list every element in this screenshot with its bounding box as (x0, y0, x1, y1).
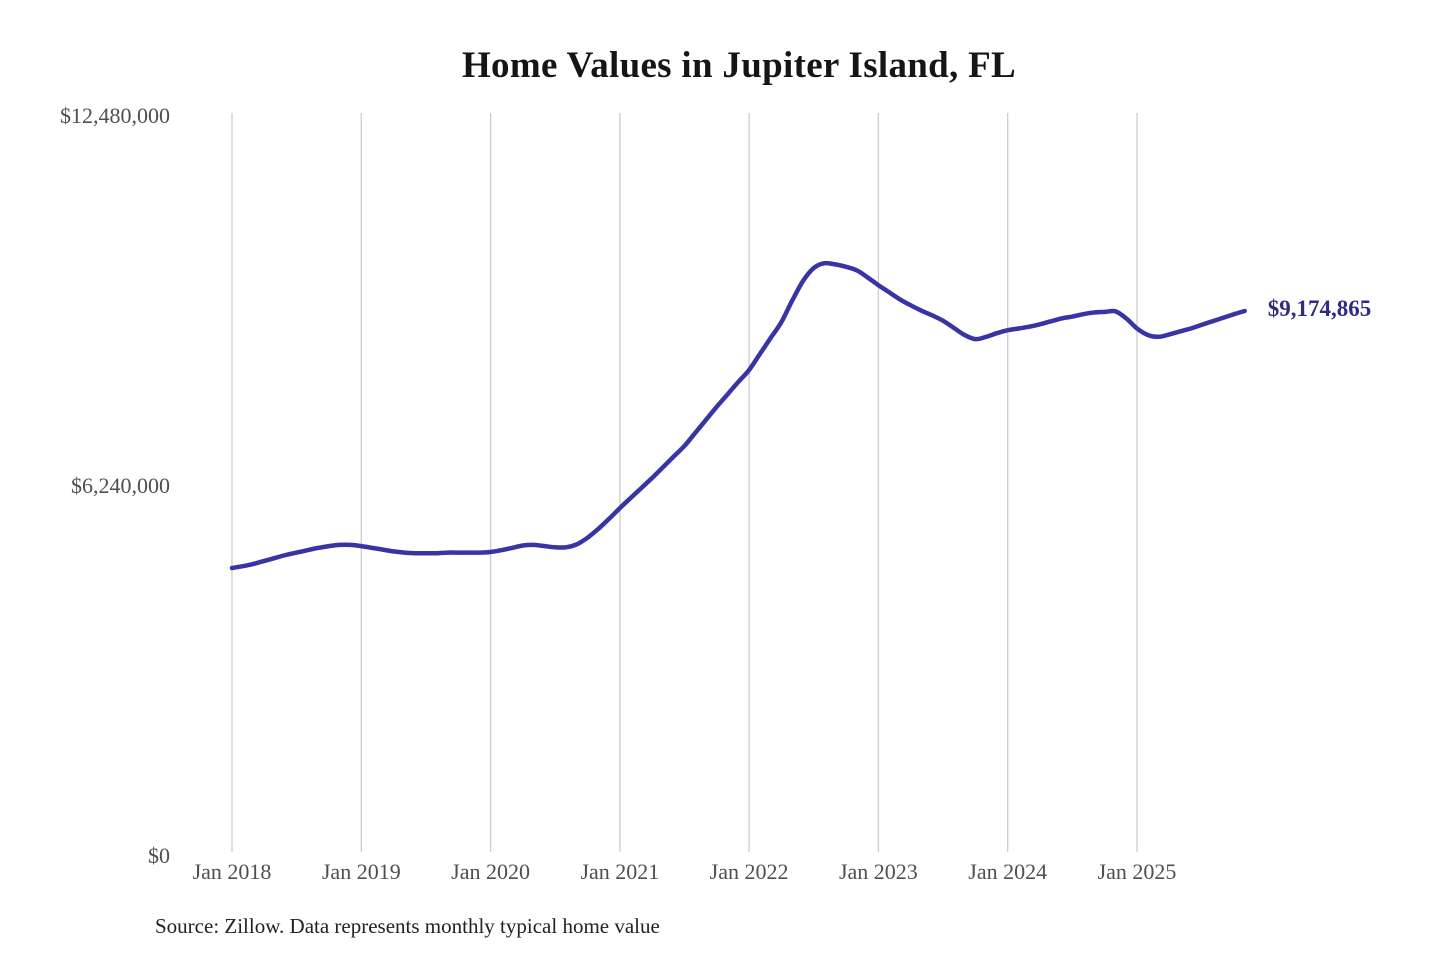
x-tick-label: Jan 2022 (710, 859, 789, 884)
x-tick-label: Jan 2018 (193, 859, 272, 884)
x-tick-label: Jan 2023 (839, 859, 918, 884)
axis-labels-layer: Jan 2018 Jan 2019 Jan 2020 Jan 2021 Jan 2022… (60, 103, 1176, 884)
end-value-label: $9,174,865 (1268, 296, 1372, 321)
y-tick-label: $12,480,000 (60, 103, 170, 128)
x-tick-label: Jan 2024 (968, 859, 1047, 884)
home-value-line (229, 260, 1247, 571)
chart-title: Home Values in Jupiter Island, FL (461, 45, 1017, 86)
x-tick-label: Jan 2025 (1098, 859, 1177, 884)
x-tick-label: Jan 2019 (322, 859, 401, 884)
y-tick-label: $6,240,000 (71, 473, 170, 498)
y-tick-label: $0 (148, 843, 170, 868)
x-tick-label: Jan 2020 (451, 859, 530, 884)
gridlines-layer (231, 113, 1138, 852)
x-tick-label: Jan 2021 (580, 859, 659, 884)
source-note: Source: Zillow. Data represents monthly … (155, 914, 660, 938)
